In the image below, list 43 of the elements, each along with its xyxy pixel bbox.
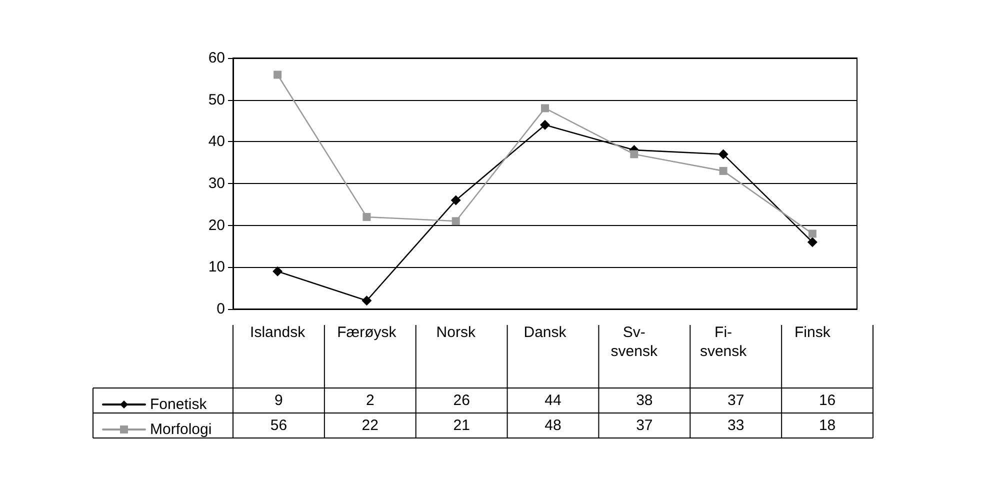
data-label: 56	[270, 417, 288, 434]
point	[807, 237, 818, 248]
x-tick-label: Færøysk	[337, 324, 397, 341]
data-label: 21	[453, 417, 470, 434]
point	[718, 149, 728, 160]
point	[362, 212, 371, 221]
point	[362, 296, 372, 306]
y-tick-label: 50	[208, 91, 225, 108]
x-tick-label: Fi-svensk	[700, 324, 748, 360]
data-label: 18	[818, 417, 836, 434]
point	[540, 120, 550, 130]
x-tick-label: Islandsk	[250, 324, 306, 341]
legend-label: Morfologi	[150, 421, 212, 438]
point	[274, 70, 282, 79]
point	[808, 230, 816, 238]
data-label: 16	[818, 392, 836, 409]
y-tick-label: 0	[216, 300, 225, 318]
x-tick-label: Dansk	[524, 324, 567, 341]
point	[541, 104, 549, 112]
x-tick-label: Sv-svensk	[610, 324, 658, 360]
y-tick-label: 40	[208, 133, 225, 150]
y-tick-label: 60	[208, 50, 225, 66]
data-label: 33	[728, 417, 744, 434]
legend-label: Fonetisk	[150, 396, 208, 413]
y-tick-label: 10	[208, 258, 225, 276]
y-tick-label: 20	[208, 216, 225, 234]
data-label: 38	[636, 392, 653, 409]
point	[630, 150, 638, 158]
data-label: 44	[544, 392, 562, 409]
point	[450, 195, 461, 206]
data-label: 22	[362, 417, 378, 434]
data-label: 2	[366, 392, 374, 409]
data-label: 26	[453, 392, 470, 409]
data-label: 48	[544, 417, 562, 434]
point	[272, 266, 283, 276]
point	[452, 217, 460, 226]
point	[719, 166, 728, 175]
y-tick-label: 30	[208, 175, 225, 192]
data-label: 9	[274, 392, 283, 409]
data-label: 37	[636, 417, 653, 434]
x-tick-label: Norsk	[436, 324, 476, 341]
data-label: 37	[728, 392, 744, 409]
x-tick-label: Finsk	[794, 324, 831, 341]
